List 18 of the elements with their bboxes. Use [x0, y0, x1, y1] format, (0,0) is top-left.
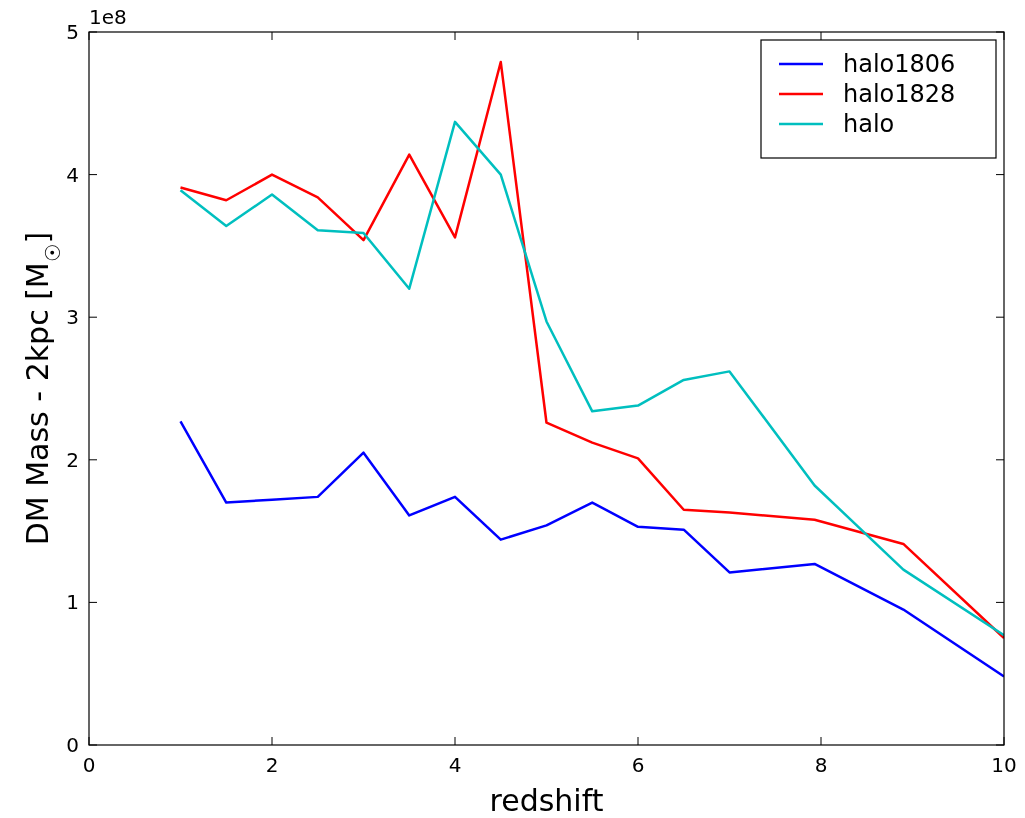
y-tick-label: 5: [66, 20, 79, 44]
x-tick-label: 6: [631, 753, 645, 777]
x-tick-label: 2: [265, 753, 279, 777]
x-tick-label: 4: [448, 753, 462, 777]
legend-label: halo1828: [843, 80, 956, 108]
y-tick-label: 2: [66, 447, 79, 472]
y-tick-label: 0: [66, 733, 79, 757]
text: 1e8: [89, 5, 127, 29]
line-series: [179, 420, 1004, 678]
x-tick-label: 0: [82, 753, 96, 777]
legend-label: halo1806: [843, 50, 956, 78]
y-tick-label: 3: [66, 305, 79, 330]
y-tick-label: 1: [66, 590, 79, 615]
x-tick-label: 10: [991, 753, 1017, 777]
y-tick-label: 4: [66, 162, 79, 187]
x-axis-title: redshift: [489, 783, 604, 818]
x-tick-label: 8: [814, 753, 828, 777]
legend-label: halo: [843, 110, 895, 138]
